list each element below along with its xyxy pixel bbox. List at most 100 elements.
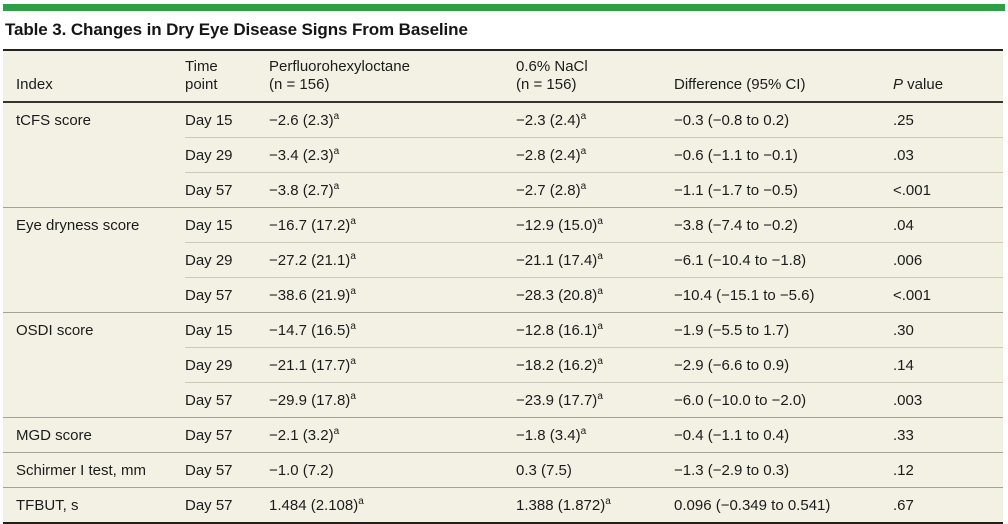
header-time-line2: point (185, 76, 218, 93)
time-point-cell: Day 15 (185, 207, 269, 243)
footnote-marker: a (350, 320, 356, 332)
table-row: Eye dryness score Day 15 −16.7 (17.2)a −12.… (3, 207, 1003, 243)
time-point-cell: Day 57 (185, 487, 269, 524)
difference-cell: −1.9 (−5.5 to 1.7) (674, 312, 893, 348)
header-difference: Difference (95% CI) (674, 49, 893, 103)
header-perfluorohexyloctane: Perfluorohexyloctane (n = 156) (269, 49, 516, 103)
p-value-cell: .04 (893, 207, 1003, 243)
footnote-marker: a (333, 145, 340, 157)
perfluorohexyloctane-cell: −1.0 (7.2) (269, 452, 516, 488)
table-row: Day 57 −38.6 (21.9)a −28.3 (20.8)a −10.4 (−… (3, 277, 1003, 313)
p-value-cell: <.001 (893, 172, 1003, 208)
nacl-cell: −23.9 (17.7)a (516, 382, 674, 418)
perfluorohexyloctane-cell: 1.484 (2.108)a (269, 487, 516, 524)
difference-cell: −6.0 (−10.0 to −2.0) (674, 382, 893, 418)
footnote-marker: a (333, 180, 340, 192)
table-title: Table 3. Changes in Dry Eye Disease Sign… (5, 20, 468, 39)
footnote-marker: a (580, 145, 587, 157)
index-cell (3, 137, 185, 173)
perfluorohexyloctane-cell: −3.8 (2.7)a (269, 172, 516, 208)
nacl-cell: −12.8 (16.1)a (516, 312, 674, 348)
difference-cell: −1.3 (−2.9 to 0.3) (674, 452, 893, 488)
difference-cell: −3.8 (−7.4 to −0.2) (674, 207, 893, 243)
index-cell: Eye dryness score (3, 207, 185, 243)
time-point-cell: Day 29 (185, 347, 269, 383)
nacl-cell: −21.1 (17.4)a (516, 242, 674, 278)
header-row: Index Time point Perfluorohexyloctane (n =… (3, 49, 1003, 103)
perfluorohexyloctane-cell: −14.7 (16.5)a (269, 312, 516, 348)
footnote-marker: a (597, 215, 603, 227)
dry-eye-signs-table: Index Time point Perfluorohexyloctane (n =… (3, 49, 1003, 524)
table-row: Day 29 −27.2 (21.1)a −21.1 (17.4)a −6.1 (−1… (3, 242, 1003, 278)
perfluorohexyloctane-cell: −38.6 (21.9)a (269, 277, 516, 313)
header-nacl-line1: 0.6% NaCl (516, 58, 588, 75)
table-row: TFBUT, s Day 57 1.484 (2.108)a 1.388 (1.872… (3, 487, 1003, 524)
header-p-rest: value (903, 76, 944, 93)
difference-cell: −1.1 (−1.7 to −0.5) (674, 172, 893, 208)
index-cell: tCFS score (3, 102, 185, 138)
time-point-cell: Day 57 (185, 277, 269, 313)
footnote-marker: a (350, 355, 356, 367)
difference-cell: −0.4 (−1.1 to 0.4) (674, 417, 893, 453)
table-row: Day 57 −3.8 (2.7)a −2.7 (2.8)a −1.1 (−1.7 t… (3, 172, 1003, 208)
nacl-cell: 1.388 (1.872)a (516, 487, 674, 524)
nacl-cell: −1.8 (3.4)a (516, 417, 674, 453)
header-drug-line2: (n = 156) (269, 76, 330, 93)
index-cell: OSDI score (3, 312, 185, 348)
table-row: Day 29 −3.4 (2.3)a −2.8 (2.4)a −0.6 (−1.1 t… (3, 137, 1003, 173)
table-body: tCFS score Day 15 −2.6 (2.3)a −2.3 (2.4)a −0… (3, 102, 1003, 524)
time-point-cell: Day 15 (185, 312, 269, 348)
nacl-cell: −12.9 (15.0)a (516, 207, 674, 243)
footnote-marker: a (597, 250, 603, 262)
index-cell: MGD score (3, 417, 185, 453)
header-p-value: P value (893, 49, 1003, 103)
perfluorohexyloctane-cell: −2.1 (3.2)a (269, 417, 516, 453)
p-value-cell: .12 (893, 452, 1003, 488)
nacl-cell: 0.3 (7.5) (516, 452, 674, 488)
time-point-cell: Day 15 (185, 102, 269, 138)
footnote-marker: a (333, 425, 340, 437)
nacl-cell: −2.8 (2.4)a (516, 137, 674, 173)
nacl-cell: −18.2 (16.2)a (516, 347, 674, 383)
header-time-line1: Time (185, 58, 218, 75)
time-point-cell: Day 57 (185, 382, 269, 418)
footnote-marker: a (605, 495, 611, 507)
time-point-cell: Day 57 (185, 417, 269, 453)
table-row: Day 29 −21.1 (17.7)a −18.2 (16.2)a −2.9 (−6… (3, 347, 1003, 383)
time-point-cell: Day 57 (185, 172, 269, 208)
difference-cell: −10.4 (−15.1 to −5.6) (674, 277, 893, 313)
header-time-point: Time point (185, 49, 269, 103)
footnote-marker: a (580, 110, 587, 122)
table-header: Index Time point Perfluorohexyloctane (n =… (3, 49, 1003, 103)
time-point-cell: Day 29 (185, 137, 269, 173)
footnote-marker: a (597, 390, 603, 402)
p-value-cell: .14 (893, 347, 1003, 383)
footnote-marker: a (597, 285, 603, 297)
table-row: OSDI score Day 15 −14.7 (16.5)a −12.8 (16.1… (3, 312, 1003, 348)
time-point-cell: Day 29 (185, 242, 269, 278)
difference-cell: −2.9 (−6.6 to 0.9) (674, 347, 893, 383)
footnote-marker: a (350, 250, 356, 262)
p-value-cell: .003 (893, 382, 1003, 418)
difference-cell: −6.1 (−10.4 to −1.8) (674, 242, 893, 278)
perfluorohexyloctane-cell: −16.7 (17.2)a (269, 207, 516, 243)
header-drug-line1: Perfluorohexyloctane (269, 58, 410, 75)
index-cell (3, 242, 185, 278)
perfluorohexyloctane-cell: −2.6 (2.3)a (269, 102, 516, 138)
perfluorohexyloctane-cell: −29.9 (17.8)a (269, 382, 516, 418)
p-value-cell: .33 (893, 417, 1003, 453)
difference-cell: −0.3 (−0.8 to 0.2) (674, 102, 893, 138)
p-value-cell: <.001 (893, 277, 1003, 313)
header-p-italic: P (893, 76, 904, 93)
footnote-marker: a (358, 495, 364, 507)
accent-bar (3, 4, 1005, 11)
footnote-marker: a (597, 355, 603, 367)
footnote-marker: a (350, 390, 356, 402)
footnote-marker: a (333, 110, 340, 122)
table-row: tCFS score Day 15 −2.6 (2.3)a −2.3 (2.4)a −0… (3, 102, 1003, 138)
footnote-marker: a (350, 285, 356, 297)
p-value-cell: .03 (893, 137, 1003, 173)
p-value-cell: .006 (893, 242, 1003, 278)
footnote-marker: a (580, 425, 587, 437)
